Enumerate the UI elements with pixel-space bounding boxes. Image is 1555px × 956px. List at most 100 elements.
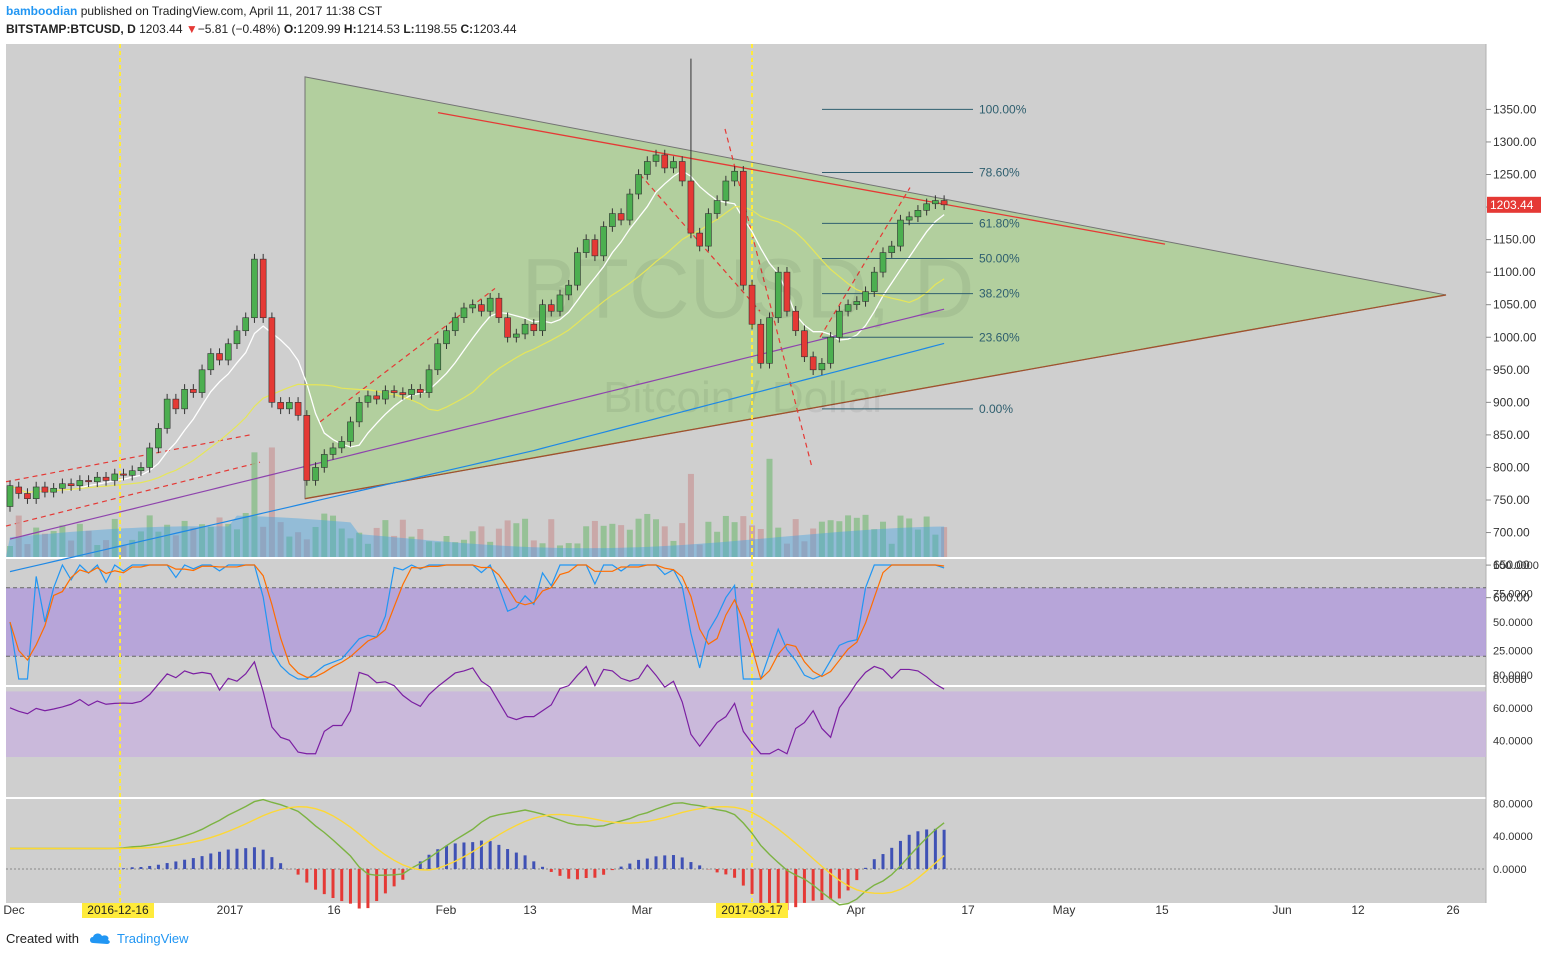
candle-body[interactable] bbox=[705, 213, 712, 247]
candle-body[interactable] bbox=[294, 402, 302, 416]
tradingview-link[interactable]: TradingView bbox=[117, 931, 189, 946]
candle-body[interactable] bbox=[102, 476, 110, 481]
candle-body[interactable] bbox=[748, 284, 756, 325]
candle-body[interactable] bbox=[600, 226, 607, 257]
candle-body[interactable] bbox=[312, 467, 319, 481]
candle-body[interactable] bbox=[277, 402, 284, 410]
candle-body[interactable] bbox=[652, 154, 660, 162]
candle-body[interactable] bbox=[24, 493, 31, 499]
candle-body[interactable] bbox=[120, 473, 127, 476]
candle-body[interactable] bbox=[355, 402, 363, 423]
candle-body[interactable] bbox=[792, 310, 800, 332]
candle-body[interactable] bbox=[582, 239, 590, 253]
candle-body[interactable] bbox=[722, 180, 730, 201]
candle-body[interactable] bbox=[547, 304, 555, 312]
candle-body[interactable] bbox=[94, 476, 101, 483]
candle-body[interactable] bbox=[495, 297, 503, 319]
candle-body[interactable] bbox=[408, 389, 415, 395]
candle-body[interactable] bbox=[521, 323, 529, 335]
candle-body[interactable] bbox=[504, 317, 511, 338]
recent-channel-dashed[interactable] bbox=[819, 187, 911, 338]
candle-body[interactable] bbox=[286, 402, 293, 410]
candle-body[interactable] bbox=[635, 174, 642, 195]
candle-body[interactable] bbox=[259, 258, 267, 319]
macd-signal-line[interactable] bbox=[10, 805, 945, 895]
candle-body[interactable] bbox=[940, 200, 948, 206]
candle-body[interactable] bbox=[617, 213, 625, 221]
candle-body[interactable] bbox=[879, 252, 887, 273]
ma-yellow-line[interactable] bbox=[9, 206, 945, 494]
candle-body[interactable] bbox=[923, 203, 930, 211]
candle-body[interactable] bbox=[757, 323, 765, 364]
candle-body[interactable] bbox=[59, 483, 66, 489]
candle-body[interactable] bbox=[801, 330, 808, 358]
candle-body[interactable] bbox=[932, 200, 939, 205]
candle-body[interactable] bbox=[469, 304, 476, 309]
candle-body[interactable] bbox=[827, 336, 834, 364]
down-channel-dashed[interactable] bbox=[724, 128, 813, 468]
candle-body[interactable] bbox=[818, 362, 826, 371]
candle-body[interactable] bbox=[643, 161, 651, 175]
candle-body[interactable] bbox=[661, 154, 669, 169]
candle-body[interactable] bbox=[146, 447, 153, 468]
candle-body[interactable] bbox=[713, 200, 721, 214]
candle-body[interactable] bbox=[373, 395, 380, 400]
candle-body[interactable] bbox=[486, 297, 494, 312]
candle-body[interactable] bbox=[303, 415, 311, 481]
candle-body[interactable] bbox=[766, 317, 773, 364]
candle-body[interactable] bbox=[417, 389, 424, 393]
ma-purple-line[interactable] bbox=[9, 308, 945, 540]
candle-body[interactable] bbox=[224, 343, 232, 361]
support-trendline[interactable] bbox=[304, 294, 1447, 500]
candle-body[interactable] bbox=[6, 485, 14, 507]
chart-canvas[interactable]: BTCUSD, D Bitcoin / Dollar 100.00% 78.60% 6… bbox=[0, 42, 1555, 918]
candle-body[interactable] bbox=[76, 480, 84, 486]
candle-body[interactable] bbox=[382, 390, 389, 400]
author-link[interactable]: bamboodian bbox=[6, 4, 78, 18]
candle-body[interactable] bbox=[565, 284, 573, 296]
candle-body[interactable] bbox=[137, 467, 145, 472]
candle-body[interactable] bbox=[434, 343, 442, 371]
candle-body[interactable] bbox=[687, 180, 695, 234]
candle-body[interactable] bbox=[809, 356, 817, 371]
candle-body[interactable] bbox=[85, 480, 92, 483]
candle-body[interactable] bbox=[870, 271, 878, 292]
candle-body[interactable] bbox=[163, 398, 171, 429]
symbol-label[interactable]: BITSTAMP:BTCUSD, D bbox=[6, 22, 136, 36]
candle-body[interactable] bbox=[181, 389, 188, 410]
candle-body[interactable] bbox=[451, 317, 459, 332]
candle-body[interactable] bbox=[329, 447, 337, 455]
candle-body[interactable] bbox=[862, 291, 869, 302]
candle-body[interactable] bbox=[853, 301, 861, 306]
candle-body[interactable] bbox=[111, 473, 119, 481]
candle-body[interactable] bbox=[320, 454, 328, 468]
candle-body[interactable] bbox=[609, 213, 616, 227]
candle-body[interactable] bbox=[67, 483, 75, 486]
candle-body[interactable] bbox=[233, 330, 241, 345]
macd-line[interactable] bbox=[10, 798, 945, 906]
candle-body[interactable] bbox=[530, 323, 538, 332]
candle-body[interactable] bbox=[155, 428, 162, 449]
candle-body[interactable] bbox=[198, 369, 206, 393]
candle-body[interactable] bbox=[338, 441, 346, 449]
candle-body[interactable] bbox=[844, 304, 852, 312]
candle-body[interactable] bbox=[390, 390, 398, 393]
candle-body[interactable] bbox=[696, 232, 703, 247]
candle-body[interactable] bbox=[897, 219, 904, 247]
ma-blue-line[interactable] bbox=[9, 342, 945, 573]
channel-lower-dashed[interactable] bbox=[5, 461, 261, 527]
stoch-d-line[interactable] bbox=[9, 564, 945, 681]
candle-body[interactable] bbox=[364, 395, 372, 403]
candle-body[interactable] bbox=[740, 170, 747, 286]
candle-body[interactable] bbox=[347, 421, 354, 442]
candle-body[interactable] bbox=[731, 170, 738, 182]
candle-body[interactable] bbox=[774, 271, 782, 319]
candle-body[interactable] bbox=[172, 398, 180, 410]
candle-body[interactable] bbox=[41, 486, 49, 493]
candle-body[interactable] bbox=[15, 486, 23, 494]
candle-body[interactable] bbox=[670, 161, 677, 169]
candle-body[interactable] bbox=[128, 470, 136, 476]
candle-body[interactable] bbox=[251, 258, 258, 319]
candle-body[interactable] bbox=[678, 161, 686, 182]
candle-body[interactable] bbox=[460, 307, 468, 319]
